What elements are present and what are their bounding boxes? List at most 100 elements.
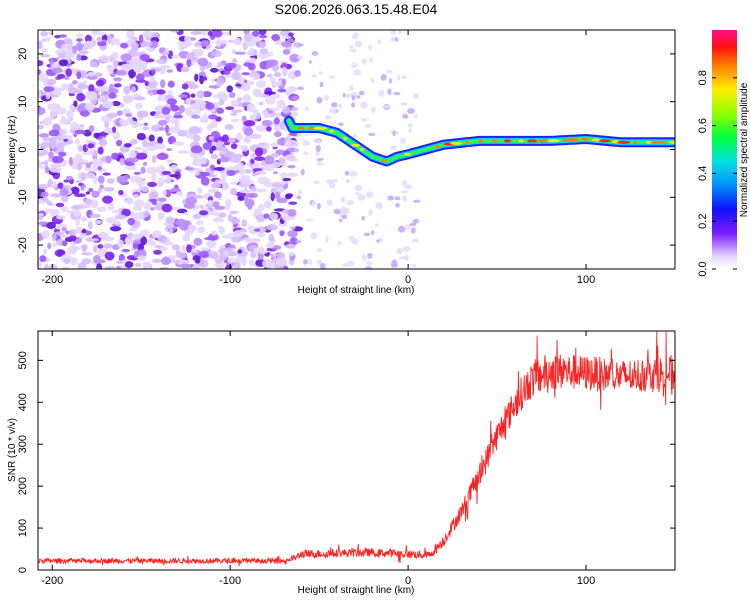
noise-blob bbox=[255, 124, 268, 133]
noise-blob bbox=[391, 259, 398, 267]
noise-blob bbox=[305, 218, 314, 222]
noise-blob bbox=[192, 213, 202, 220]
noise-blob bbox=[166, 159, 173, 164]
noise-blob bbox=[286, 38, 295, 43]
noise-blob bbox=[166, 69, 174, 73]
noise-blob bbox=[184, 107, 193, 116]
noise-blob bbox=[197, 226, 206, 234]
noise-blob bbox=[177, 150, 190, 155]
noise-blob bbox=[170, 30, 180, 33]
noise-blob bbox=[135, 152, 148, 160]
noise-blob bbox=[287, 164, 296, 169]
noise-blob bbox=[387, 195, 394, 201]
noise-blob bbox=[351, 238, 359, 245]
noise-blob bbox=[103, 187, 115, 192]
noise-blob bbox=[54, 231, 65, 236]
spectrogram-ytick-label: 10 bbox=[17, 96, 29, 108]
noise-blob bbox=[46, 221, 56, 230]
noise-blob bbox=[234, 51, 247, 55]
noise-blob bbox=[223, 151, 236, 159]
noise-blob bbox=[212, 101, 221, 109]
noise-blob bbox=[288, 32, 294, 37]
noise-blob bbox=[275, 257, 287, 267]
noise-blob bbox=[297, 55, 304, 60]
noise-blob bbox=[342, 208, 350, 215]
noise-blob bbox=[131, 233, 143, 240]
noise-blob bbox=[393, 91, 401, 96]
noise-blob bbox=[44, 208, 55, 214]
noise-blob bbox=[236, 132, 243, 141]
noise-blob bbox=[48, 129, 60, 137]
noise-blob bbox=[370, 106, 376, 114]
noise-blob bbox=[38, 212, 44, 217]
ridge-hotspot bbox=[668, 140, 675, 144]
snr-series-line bbox=[38, 331, 675, 567]
noise-blob bbox=[242, 237, 253, 242]
noise-blob bbox=[281, 35, 292, 39]
noise-blob bbox=[273, 131, 282, 138]
noise-blob bbox=[90, 98, 97, 105]
noise-blob bbox=[276, 197, 288, 204]
spectrogram-xtick-label: -200 bbox=[41, 274, 63, 286]
noise-blob bbox=[366, 261, 373, 266]
noise-blob bbox=[194, 171, 200, 176]
noise-blob bbox=[58, 59, 69, 67]
noise-blob bbox=[140, 229, 150, 237]
noise-blob bbox=[211, 145, 217, 151]
noise-blob bbox=[129, 139, 138, 145]
noise-blob bbox=[193, 237, 203, 247]
ridge-hotspot bbox=[404, 152, 411, 156]
noise-blob bbox=[351, 102, 356, 108]
noise-blob bbox=[162, 189, 167, 197]
noise-blob bbox=[280, 136, 285, 146]
noise-blob bbox=[197, 57, 209, 67]
noise-blob bbox=[165, 175, 172, 185]
noise-blob bbox=[166, 147, 173, 152]
noise-blob bbox=[85, 172, 96, 180]
noise-blob bbox=[220, 60, 227, 66]
noise-blob bbox=[130, 85, 136, 94]
noise-blob bbox=[115, 260, 124, 265]
noise-blob bbox=[232, 57, 238, 65]
noise-blob bbox=[38, 199, 45, 204]
noise-blob bbox=[268, 107, 280, 111]
noise-blob bbox=[256, 112, 261, 120]
noise-blob bbox=[55, 202, 65, 208]
noise-blob bbox=[361, 254, 367, 262]
noise-blob bbox=[252, 88, 261, 93]
noise-blob bbox=[400, 190, 408, 194]
noise-blob bbox=[68, 156, 74, 166]
noise-blob bbox=[102, 195, 114, 204]
noise-blob bbox=[352, 32, 360, 39]
noise-blob bbox=[258, 30, 267, 36]
noise-blob bbox=[38, 233, 43, 242]
noise-blob bbox=[117, 239, 124, 248]
noise-blob bbox=[99, 95, 106, 101]
noise-blob bbox=[231, 109, 243, 113]
noise-blob bbox=[254, 156, 266, 161]
snr-panel: -200 -100 0 100 0 100 200 300 400 500 Height of s… bbox=[7, 330, 676, 596]
noise-blob bbox=[94, 72, 103, 78]
noise-blob bbox=[76, 42, 83, 52]
noise-blob bbox=[183, 129, 191, 133]
noise-blob bbox=[328, 75, 336, 79]
noise-blob bbox=[340, 196, 346, 203]
noise-blob bbox=[316, 162, 325, 166]
ridge-hotspot bbox=[537, 139, 549, 143]
noise-blob bbox=[338, 122, 344, 127]
noise-blob bbox=[380, 73, 387, 81]
noise-blob bbox=[364, 266, 373, 269]
noise-blob bbox=[238, 181, 251, 189]
ridge-hotspot bbox=[313, 126, 328, 130]
noise-blob bbox=[77, 144, 83, 152]
noise-blob bbox=[80, 184, 87, 189]
noise-blob bbox=[102, 172, 111, 176]
noise-blob bbox=[250, 185, 257, 192]
ridge-hotspot bbox=[661, 140, 667, 144]
noise-blob bbox=[147, 32, 153, 38]
noise-blob bbox=[211, 50, 222, 58]
noise-blob bbox=[119, 157, 125, 166]
noise-blob bbox=[93, 149, 98, 157]
ridge-hotspot bbox=[592, 138, 600, 142]
ridge-hotspot bbox=[562, 138, 568, 142]
